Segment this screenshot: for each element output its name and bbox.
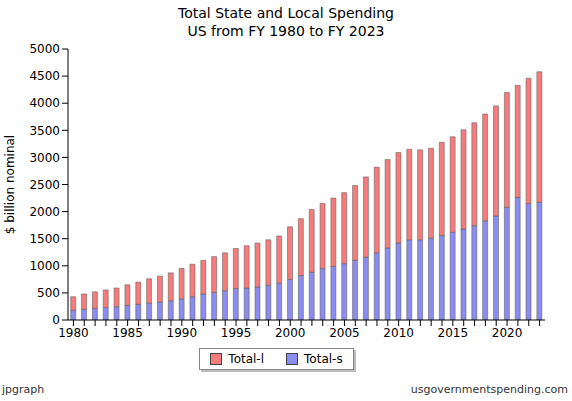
svg-text:1000: 1000 xyxy=(29,259,60,273)
svg-text:500: 500 xyxy=(37,286,60,300)
svg-text:4000: 4000 xyxy=(29,96,60,110)
svg-text:1990: 1990 xyxy=(167,326,198,340)
svg-text:2010: 2010 xyxy=(383,326,414,340)
html-text:jpgraph: jpgraph xyxy=(2,383,45,396)
svg-text:1980: 1980 xyxy=(58,326,89,340)
svg-text:2500: 2500 xyxy=(29,178,60,192)
svg-text:5000: 5000 xyxy=(29,42,60,56)
svg-text:2000: 2000 xyxy=(275,326,306,340)
svg-text:2005: 2005 xyxy=(329,326,360,340)
svg-text:3500: 3500 xyxy=(29,124,60,138)
html-text:Total-s: Total-s xyxy=(304,352,343,366)
svg-text:1995: 1995 xyxy=(221,326,252,340)
svg-text:3000: 3000 xyxy=(29,151,60,165)
svg-text:0: 0 xyxy=(52,313,60,327)
svg-text:$ billion nominal: $ billion nominal xyxy=(8,135,17,234)
html-text:Total-l: Total-l xyxy=(228,352,264,366)
svg-text:4500: 4500 xyxy=(29,69,60,83)
html-text:Total State and Local Spending: Total State and Local Spending xyxy=(178,5,394,21)
svg-text:2000: 2000 xyxy=(29,205,60,219)
svg-text:1500: 1500 xyxy=(29,232,60,246)
html-text:usgovernmentspending.com: usgovernmentspending.com xyxy=(410,383,568,396)
svg-text:1985: 1985 xyxy=(112,326,143,340)
svg-text:2020: 2020 xyxy=(492,326,523,340)
svg-text:2015: 2015 xyxy=(438,326,469,340)
html-text:US from FY 1980 to FY 2023: US from FY 1980 to FY 2023 xyxy=(187,23,385,39)
